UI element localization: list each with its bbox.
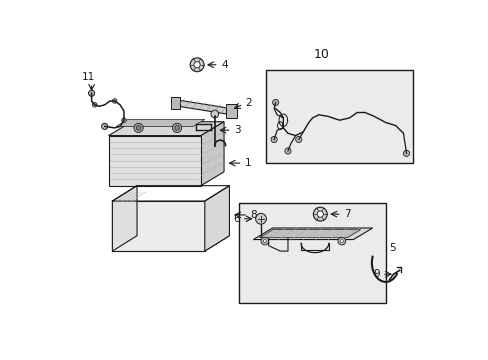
Polygon shape: [112, 201, 204, 251]
Polygon shape: [253, 228, 372, 239]
Text: 5: 5: [389, 243, 395, 253]
Polygon shape: [259, 230, 360, 238]
Circle shape: [263, 239, 266, 243]
Polygon shape: [201, 122, 224, 186]
Text: 7: 7: [344, 209, 350, 219]
Polygon shape: [171, 97, 180, 109]
Text: 10: 10: [313, 48, 329, 61]
Circle shape: [172, 123, 182, 132]
Text: 3: 3: [234, 125, 240, 135]
Circle shape: [403, 150, 409, 156]
Circle shape: [194, 62, 200, 68]
Text: 9: 9: [372, 269, 379, 279]
Text: 6: 6: [232, 214, 239, 224]
Text: 8: 8: [250, 210, 256, 220]
Circle shape: [92, 103, 97, 107]
Circle shape: [122, 118, 126, 122]
Text: 4: 4: [221, 60, 227, 70]
Circle shape: [102, 123, 107, 130]
Circle shape: [174, 126, 179, 130]
Polygon shape: [204, 186, 229, 251]
Circle shape: [210, 110, 218, 118]
Polygon shape: [174, 99, 231, 115]
Polygon shape: [112, 186, 137, 251]
Text: 2: 2: [245, 98, 252, 108]
Text: 11: 11: [81, 72, 95, 82]
Polygon shape: [116, 120, 204, 126]
Circle shape: [134, 123, 143, 132]
Circle shape: [317, 211, 323, 217]
Polygon shape: [112, 236, 229, 251]
Circle shape: [340, 239, 343, 243]
Circle shape: [285, 148, 290, 154]
Circle shape: [261, 237, 268, 245]
Polygon shape: [108, 136, 201, 186]
Polygon shape: [108, 122, 224, 136]
Circle shape: [337, 237, 345, 245]
Circle shape: [270, 136, 277, 143]
Circle shape: [313, 207, 326, 221]
Circle shape: [190, 58, 203, 72]
Polygon shape: [226, 104, 237, 118]
Bar: [266, 70, 412, 163]
Circle shape: [295, 136, 301, 143]
Circle shape: [255, 213, 266, 224]
Circle shape: [136, 126, 141, 130]
Circle shape: [112, 99, 117, 103]
Text: 1: 1: [244, 158, 251, 168]
Circle shape: [88, 90, 95, 96]
Circle shape: [272, 99, 278, 105]
Bar: [239, 203, 385, 303]
